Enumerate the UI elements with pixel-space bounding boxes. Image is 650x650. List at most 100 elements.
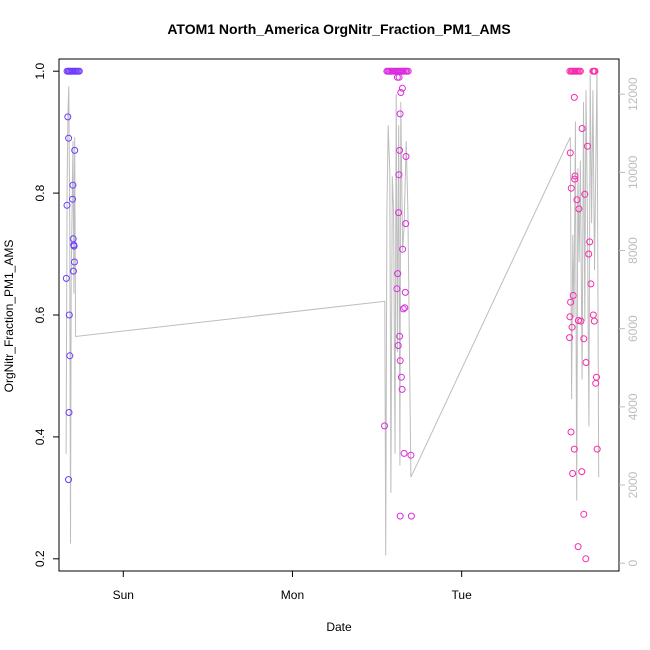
data-point	[578, 125, 586, 132]
x-axis-label: Date	[326, 620, 352, 634]
data-point	[566, 334, 574, 342]
data-point	[401, 288, 409, 296]
data-point	[569, 470, 577, 477]
data-point	[395, 209, 403, 217]
data-point	[64, 113, 72, 121]
data-point	[576, 67, 584, 75]
data-point	[396, 357, 404, 365]
y-tick-label: 0.2	[33, 550, 47, 567]
data-point	[71, 146, 79, 154]
y-axis-label: OrgNitr_Fraction_PM1_AMS	[2, 240, 16, 393]
data-point	[591, 67, 599, 75]
data-point	[577, 317, 585, 325]
y-right-tick-label: 2000	[626, 471, 640, 498]
data-point	[589, 311, 597, 319]
data-point	[593, 445, 601, 453]
data-point	[393, 285, 401, 293]
data-point	[65, 134, 73, 142]
data-point	[407, 451, 415, 459]
data-point	[407, 512, 415, 520]
data-point	[398, 84, 406, 92]
data-point	[566, 313, 574, 321]
x-tick-label: Tue	[452, 588, 473, 602]
series-line	[65, 70, 600, 556]
data-point	[397, 373, 405, 381]
data-point	[65, 409, 73, 416]
data-point	[75, 67, 83, 75]
scatter-points	[62, 67, 601, 563]
y-right-tick-label: 8000	[626, 237, 640, 264]
data-point	[70, 242, 78, 250]
data-point	[399, 245, 407, 253]
data-point	[570, 445, 578, 453]
data-point	[69, 181, 77, 189]
data-point	[401, 304, 409, 312]
data-point	[587, 280, 595, 288]
data-point	[584, 142, 591, 150]
y-right-tick-label: 0	[626, 560, 640, 567]
data-point	[395, 73, 403, 81]
y-axis-left: 0.2 0.4 0.6 0.8 1.0	[33, 63, 59, 567]
data-point	[566, 149, 574, 157]
data-point	[65, 476, 72, 484]
data-point	[592, 379, 600, 387]
data-point	[568, 323, 576, 331]
secondary-series-line	[65, 70, 600, 556]
data-point	[580, 510, 588, 518]
data-point	[590, 317, 598, 325]
y-right-tick-label: 6000	[626, 315, 640, 342]
data-point	[397, 89, 405, 96]
data-point	[574, 543, 582, 551]
data-point	[571, 175, 579, 183]
data-point	[396, 146, 404, 154]
data-point	[580, 335, 588, 343]
data-point	[394, 270, 402, 278]
data-point	[567, 184, 575, 192]
data-point	[570, 93, 578, 101]
y-tick-label: 0.6	[33, 306, 47, 323]
data-point	[567, 428, 575, 436]
x-tick-label: Mon	[281, 588, 304, 602]
plot-border	[58, 58, 620, 572]
data-point	[575, 205, 583, 213]
data-point	[395, 171, 403, 179]
data-point	[69, 267, 77, 275]
chart-title: ATOM1 North_America OrgNitr_Fraction_PM1…	[167, 21, 510, 37]
data-point	[402, 153, 410, 160]
y-right-tick-label: 10000	[626, 155, 640, 189]
y-tick-label: 0.8	[33, 184, 47, 201]
y-right-tick-label: 4000	[626, 393, 640, 420]
data-point	[396, 512, 404, 520]
data-point	[396, 110, 404, 118]
y-tick-label: 1.0	[33, 63, 47, 80]
data-point	[70, 258, 78, 266]
data-point	[394, 342, 402, 349]
y-tick-label: 0.4	[33, 428, 47, 445]
plot-frame	[58, 58, 620, 572]
y-axis-right: 0 2000 4000 6000 8000 10000 12000	[619, 77, 640, 567]
data-point	[65, 311, 73, 319]
data-point	[404, 67, 412, 75]
data-point	[586, 238, 594, 246]
data-point	[569, 292, 577, 299]
data-point	[573, 196, 581, 204]
data-point	[567, 298, 575, 306]
data-point	[402, 220, 410, 228]
data-point	[582, 555, 590, 563]
data-point	[399, 305, 407, 313]
x-tick-label: Sun	[113, 588, 134, 602]
data-point	[578, 468, 586, 476]
data-point	[571, 172, 579, 180]
data-point	[398, 385, 406, 393]
data-point	[381, 422, 388, 430]
data-point	[63, 201, 71, 209]
x-axis: Sun Mon Tue	[113, 571, 472, 602]
data-point	[582, 359, 590, 366]
data-point	[400, 449, 408, 457]
data-point	[66, 352, 74, 360]
data-point	[396, 332, 404, 340]
data-point	[69, 195, 76, 203]
data-point	[585, 250, 593, 258]
data-point	[62, 274, 70, 282]
